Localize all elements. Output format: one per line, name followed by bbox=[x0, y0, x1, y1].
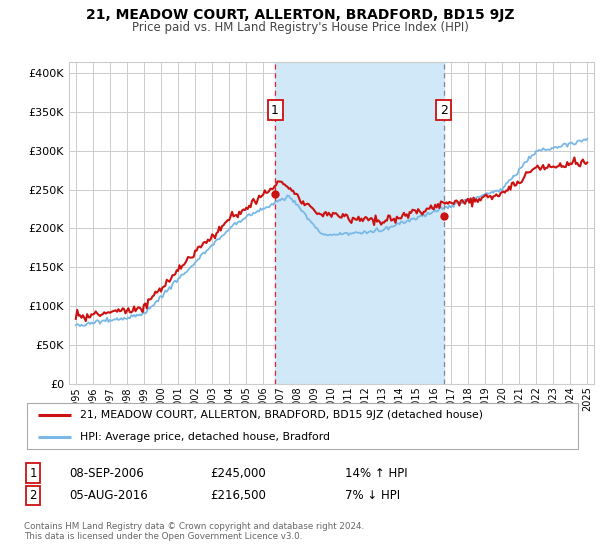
Text: 1: 1 bbox=[29, 466, 37, 480]
Text: 1: 1 bbox=[271, 104, 279, 117]
Text: 2: 2 bbox=[440, 104, 448, 117]
Text: £245,000: £245,000 bbox=[210, 466, 266, 480]
Text: 05-AUG-2016: 05-AUG-2016 bbox=[69, 489, 148, 502]
Text: Contains HM Land Registry data © Crown copyright and database right 2024.
This d: Contains HM Land Registry data © Crown c… bbox=[24, 522, 364, 542]
Text: HPI: Average price, detached house, Bradford: HPI: Average price, detached house, Brad… bbox=[80, 432, 330, 442]
Text: 21, MEADOW COURT, ALLERTON, BRADFORD, BD15 9JZ (detached house): 21, MEADOW COURT, ALLERTON, BRADFORD, BD… bbox=[80, 410, 483, 420]
Text: Price paid vs. HM Land Registry's House Price Index (HPI): Price paid vs. HM Land Registry's House … bbox=[131, 21, 469, 34]
Text: 7% ↓ HPI: 7% ↓ HPI bbox=[345, 489, 400, 502]
Text: 08-SEP-2006: 08-SEP-2006 bbox=[69, 466, 144, 480]
Text: 21, MEADOW COURT, ALLERTON, BRADFORD, BD15 9JZ: 21, MEADOW COURT, ALLERTON, BRADFORD, BD… bbox=[86, 8, 514, 22]
Text: 2: 2 bbox=[29, 489, 37, 502]
Bar bbox=[275, 62, 444, 384]
Text: 14% ↑ HPI: 14% ↑ HPI bbox=[345, 466, 407, 480]
FancyBboxPatch shape bbox=[27, 404, 578, 449]
Text: £216,500: £216,500 bbox=[210, 489, 266, 502]
